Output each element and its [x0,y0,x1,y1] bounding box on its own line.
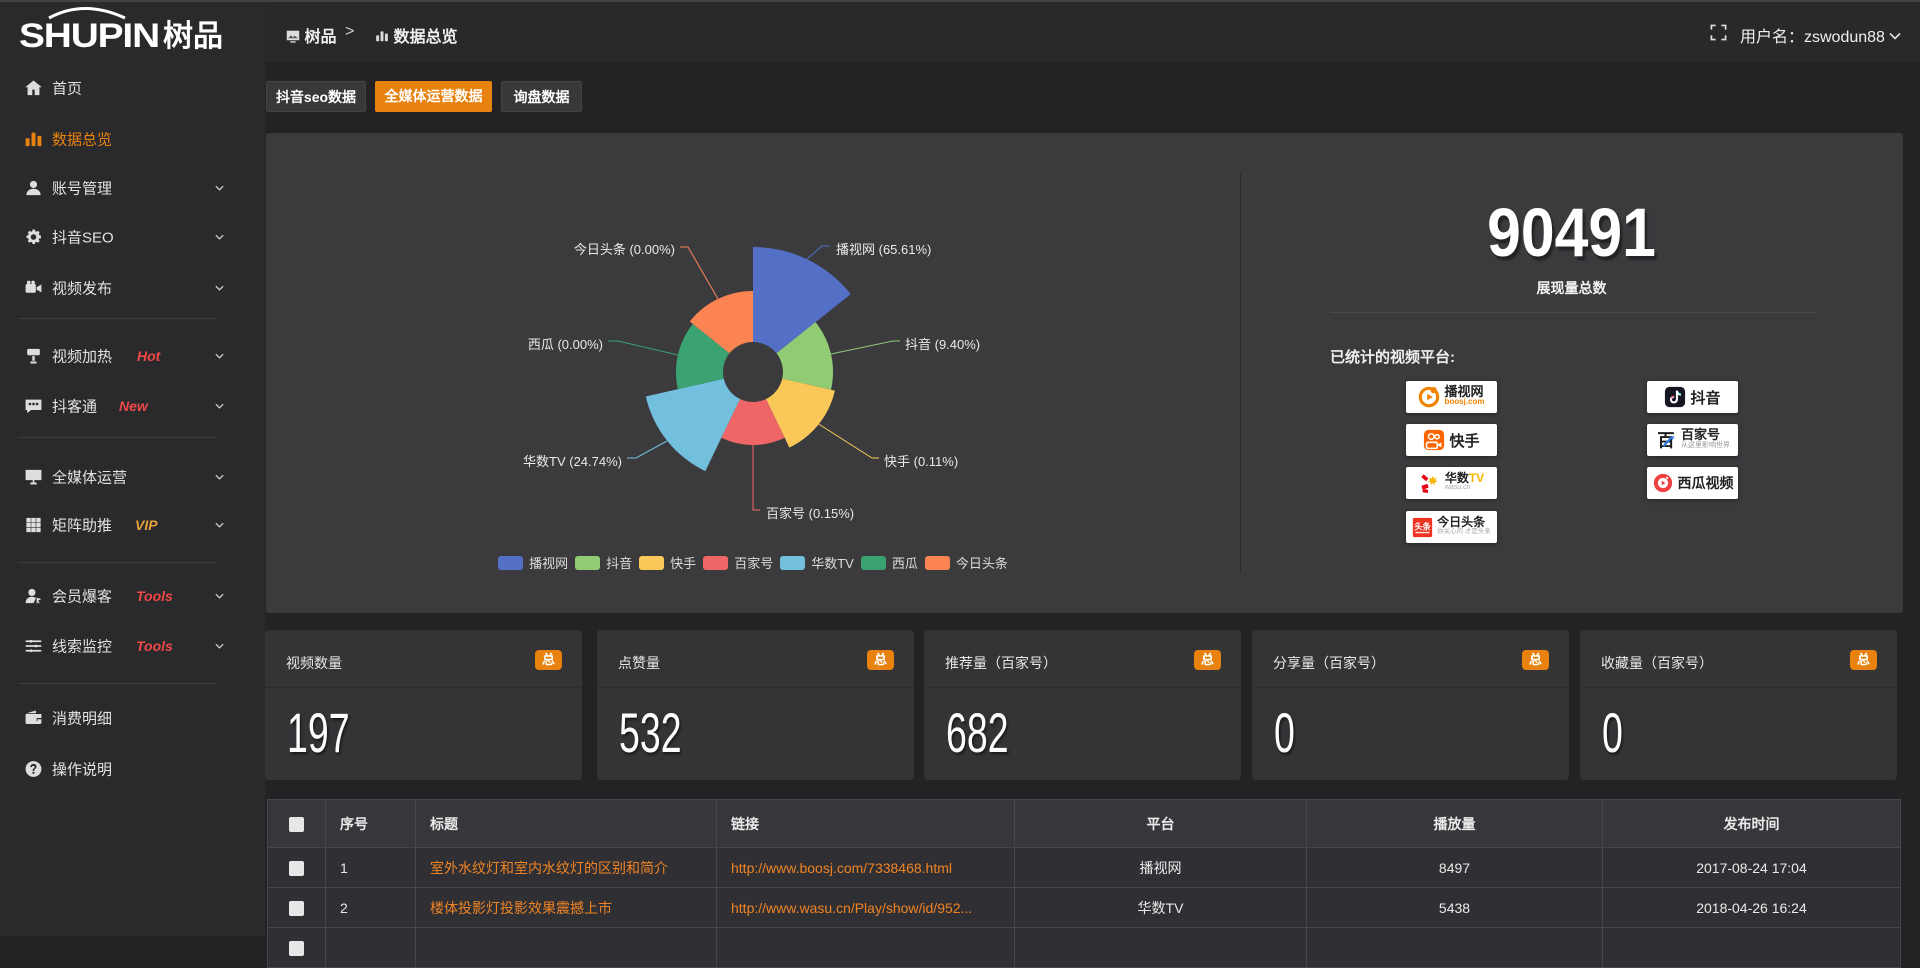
svg-text:百: 百 [1657,430,1674,450]
svg-text:SHUPIN: SHUPIN [19,17,159,52]
svg-text:树品: 树品 [163,20,223,52]
svg-text:头条: 头条 [1414,521,1431,531]
